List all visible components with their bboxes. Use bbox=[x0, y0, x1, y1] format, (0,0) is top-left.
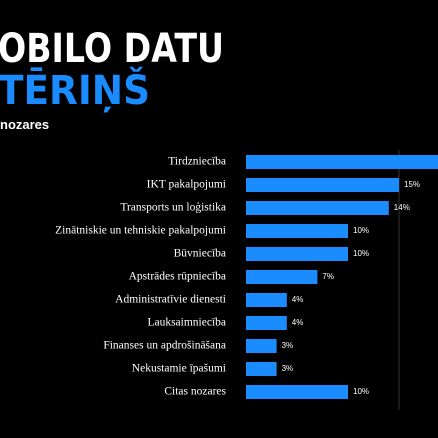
bar bbox=[246, 362, 277, 376]
category-label: Būvniecība bbox=[174, 248, 226, 260]
value-label: 15% bbox=[404, 180, 420, 189]
category-label: Apstrādes rūpniecība bbox=[129, 271, 226, 283]
bar bbox=[246, 224, 348, 238]
value-label: 10% bbox=[353, 387, 369, 396]
bar bbox=[246, 247, 348, 261]
value-label: 7% bbox=[322, 272, 334, 281]
category-label: Lauksaimniecība bbox=[147, 317, 226, 329]
value-label: 4% bbox=[292, 295, 304, 304]
title-line-2: TĒRIŅŠ bbox=[0, 66, 150, 114]
value-label: 10% bbox=[353, 249, 369, 258]
subtitle: nozares bbox=[0, 117, 49, 132]
category-label: Zinātniskie un tehniskie pakalpojumi bbox=[55, 225, 226, 237]
bar bbox=[246, 339, 277, 353]
value-label: 4% bbox=[292, 318, 304, 327]
bar bbox=[246, 316, 287, 330]
title-line-1: OBILO DATU bbox=[0, 26, 224, 72]
bar bbox=[246, 178, 399, 192]
category-label: Nekustamie īpašumi bbox=[132, 363, 226, 375]
category-label: Tirdzniecība bbox=[168, 156, 226, 168]
value-label: 14% bbox=[394, 203, 410, 212]
category-label: IKT pakalpojumi bbox=[147, 179, 226, 191]
bar bbox=[246, 385, 348, 399]
value-label: 10% bbox=[353, 226, 369, 235]
category-label: Administratīvie dienesti bbox=[115, 294, 226, 306]
bar bbox=[246, 270, 318, 284]
value-label: 3% bbox=[282, 364, 294, 373]
bar bbox=[246, 201, 389, 215]
value-label: 3% bbox=[282, 341, 294, 350]
bar bbox=[246, 293, 287, 307]
bar bbox=[246, 155, 438, 169]
category-label: Finanses un apdrošināšana bbox=[103, 340, 226, 352]
category-label: Transports un loģistika bbox=[120, 202, 226, 214]
category-label: Citas nozares bbox=[164, 386, 226, 398]
